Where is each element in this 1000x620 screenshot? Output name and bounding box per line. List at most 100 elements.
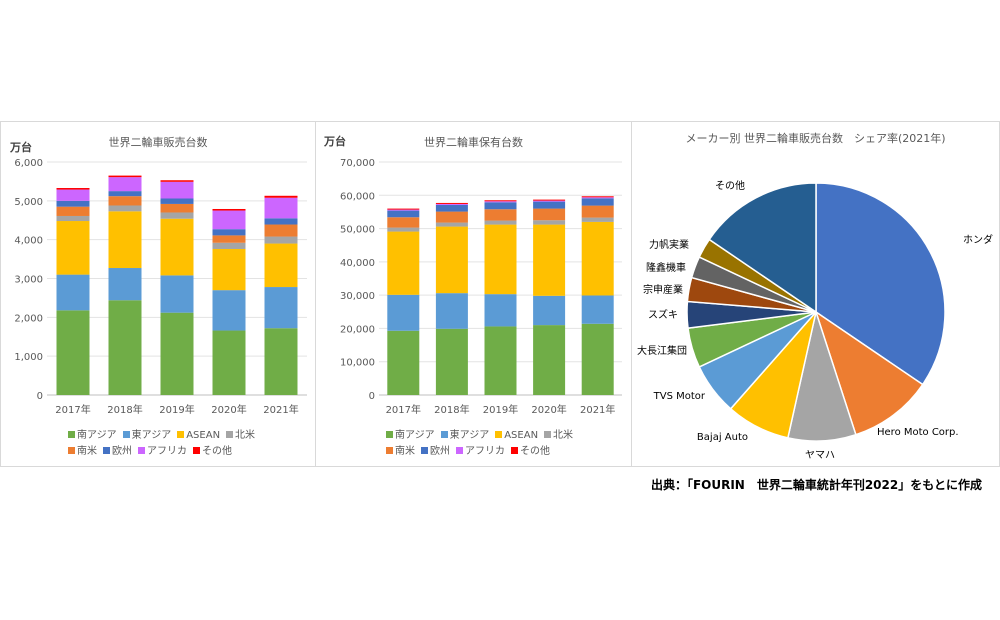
y-tick-label: 50,000	[340, 225, 375, 236]
y-tick-label: 70,000	[340, 158, 375, 169]
legend-label: 東アジア	[449, 430, 490, 441]
legend-item: ASEAN	[177, 428, 220, 444]
bar-segment	[581, 323, 614, 395]
bar-segment	[212, 330, 246, 395]
y-tick-label: 0	[37, 391, 43, 402]
bar-segment	[56, 189, 90, 201]
bar-segment	[160, 198, 194, 204]
x-tick-label: 2020年	[531, 403, 566, 416]
legend-label: その他	[202, 446, 232, 457]
legend-label: 欧州	[430, 446, 450, 457]
maker-share-panel: メーカー別 世界二輪車販売台数 シェア率(2021年) ホンダ Hero Moto…	[631, 121, 1000, 467]
sales-chart-panel: 世界二輪車販売台数 万台 0 1,000 2,000 3,000 4,000 5,000 6…	[0, 121, 316, 467]
bar-segment	[533, 325, 566, 395]
legend-label: 南米	[395, 446, 415, 457]
bar-segment	[108, 300, 142, 395]
bar-segment	[212, 235, 246, 243]
ownership-stacked-bar-chart: 0 10,000 20,000 30,000 40,000 50,000 60,000 70,…	[340, 158, 622, 416]
legend-swatch	[122, 431, 130, 438]
pie-slice-label: 宗申産業	[643, 283, 683, 296]
bar-segment	[56, 274, 90, 311]
legend-swatch	[68, 447, 75, 454]
bar-segment	[435, 203, 468, 205]
bar-segment	[264, 197, 298, 219]
legend-item: 南アジア	[68, 428, 117, 444]
bar-segment	[56, 188, 90, 190]
x-tick-label: 2017年	[386, 403, 421, 416]
legend-item: 南米	[68, 444, 97, 460]
bar-segment	[212, 242, 246, 249]
legend-swatch	[421, 447, 428, 454]
bar-segment	[484, 201, 517, 203]
bar-segment	[435, 211, 468, 223]
bar-segment	[264, 224, 298, 237]
maker-share-title: メーカー別 世界二輪車販売台数 シェア率(2021年)	[685, 132, 946, 145]
y-tick-label: 1,000	[14, 352, 43, 363]
legend-label: 東アジア	[131, 430, 172, 441]
legend-row: 南米 欧州 アフリカ その他	[68, 444, 261, 460]
bar-segment	[264, 195, 298, 198]
legend-swatch	[495, 431, 503, 438]
bar-segment	[581, 221, 614, 296]
bar-segment	[581, 295, 614, 324]
pie-slice	[814, 310, 924, 436]
y-tick-label: 30,000	[340, 291, 375, 302]
x-tick-label: 2017年	[55, 403, 90, 416]
bar-segment	[533, 201, 566, 209]
bar-segment	[264, 218, 298, 225]
legend-item: アフリカ	[138, 444, 187, 460]
bar-segment	[160, 180, 194, 182]
bar-segment	[387, 227, 420, 232]
legend-item: アフリカ	[456, 444, 505, 460]
x-tick-label: 2021年	[580, 403, 615, 416]
legend-item: 東アジア	[122, 428, 172, 444]
bar-segment	[533, 199, 566, 201]
x-tick-label: 2020年	[211, 403, 246, 416]
bar-segment	[108, 177, 142, 192]
bar-segment	[160, 312, 194, 395]
bar-segment	[581, 205, 614, 218]
bar-segment	[387, 208, 420, 210]
bar-segment	[108, 268, 142, 301]
pie-slice-label: 力帆実業	[649, 238, 689, 251]
legend-row: 南米 欧州 アフリカ その他	[386, 444, 579, 460]
legend-item: 東アジア	[440, 428, 490, 444]
legend-swatch	[103, 447, 110, 454]
legend-item: 欧州	[421, 444, 450, 460]
legend-swatch	[511, 447, 518, 454]
bar-segment	[435, 328, 468, 395]
bar-segment	[264, 328, 298, 395]
pie-slice	[708, 182, 817, 314]
legend-label: アフリカ	[465, 446, 505, 457]
legend-label: 南米	[77, 446, 97, 457]
bar-segment	[108, 211, 142, 269]
x-tick-label: 2018年	[434, 403, 469, 416]
legend-item: 北米	[544, 428, 573, 444]
legend-item: その他	[193, 444, 232, 460]
ownership-chart-title: 世界二輪車保有台数	[424, 136, 523, 149]
x-tick-label: 2019年	[483, 403, 518, 416]
pie-slice-label: ヤマハ	[805, 450, 835, 461]
legend-label: ASEAN	[504, 430, 539, 441]
bar-segment	[484, 220, 517, 225]
bar-segment	[533, 224, 566, 296]
sales-stacked-bar-chart: 0 1,000 2,000 3,000 4,000 5,000 6,000 2017年 2018…	[14, 158, 307, 416]
bar-segment	[264, 287, 298, 329]
bar-segment	[56, 310, 90, 395]
legend-swatch	[193, 447, 200, 454]
y-tick-label: 10,000	[340, 358, 375, 369]
maker-share-pie-chart: ホンダ Hero Moto Corp. ヤマハ Bajaj Auto TVS Motor…	[637, 179, 993, 461]
bar-segment	[108, 175, 142, 178]
bar-segment	[484, 202, 517, 210]
y-tick-label: 2,000	[14, 313, 43, 324]
sales-chart-legend: 南アジア 東アジア ASEAN 北米 南米 欧州 アフリカ その他	[68, 428, 261, 460]
bar-segment	[533, 208, 566, 221]
bar-segment	[108, 191, 142, 197]
legend-item: 欧州	[103, 444, 132, 460]
bar-segment	[387, 231, 420, 295]
pie-slice-label: 大長江集団	[637, 344, 687, 357]
bar-segment	[484, 224, 517, 295]
legend-swatch	[440, 431, 448, 438]
legend-swatch	[138, 447, 145, 454]
pie-slice	[815, 182, 946, 386]
